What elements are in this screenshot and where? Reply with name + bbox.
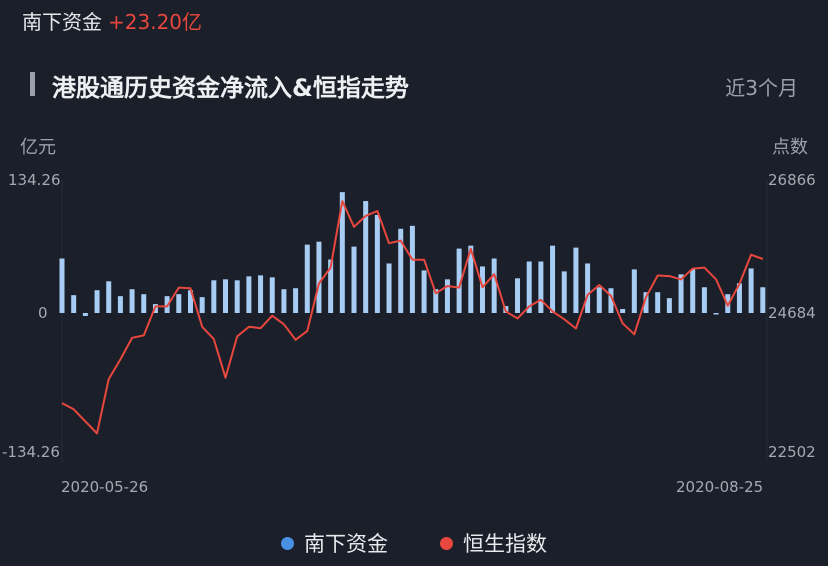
left-tick: 0 bbox=[38, 304, 48, 322]
southbound-bar bbox=[176, 294, 182, 313]
title-marker bbox=[30, 72, 35, 96]
southbound-bar bbox=[620, 309, 626, 313]
southbound-bar bbox=[631, 269, 637, 313]
southbound-bar bbox=[141, 294, 147, 313]
southbound-bar bbox=[409, 225, 415, 313]
southbound-bar bbox=[515, 278, 521, 313]
right-axis-label: 点数 bbox=[772, 137, 808, 158]
southbound-bar bbox=[281, 289, 287, 313]
southbound-bar bbox=[71, 295, 77, 313]
southbound-bar bbox=[573, 247, 579, 313]
southbound-bar bbox=[760, 287, 766, 313]
southbound-bar bbox=[339, 192, 345, 313]
range-selector[interactable]: 近3个月 bbox=[725, 76, 798, 100]
southbound-bar bbox=[199, 297, 205, 313]
legend-dot-icon bbox=[281, 536, 294, 550]
southbound-bar bbox=[82, 313, 88, 316]
southbound-bar bbox=[223, 279, 229, 313]
legend-dot-icon bbox=[440, 536, 453, 550]
southbound-bar bbox=[643, 292, 649, 313]
southbound-bar bbox=[690, 269, 696, 313]
southbound-bar bbox=[456, 248, 462, 313]
southbound-bar bbox=[491, 258, 497, 313]
southbound-bar bbox=[106, 281, 112, 313]
southbound-bar bbox=[363, 201, 369, 313]
southbound-bar bbox=[736, 283, 742, 313]
southbound-bar bbox=[386, 263, 392, 313]
x-tick-start: 2020-05-26 bbox=[61, 478, 149, 496]
southbound-summary: 南下资金 +23.20亿 bbox=[22, 6, 202, 35]
southbound-bar bbox=[117, 296, 123, 313]
southbound-bar bbox=[246, 276, 252, 313]
southbound-bar bbox=[59, 258, 65, 313]
southbound-bar bbox=[421, 270, 427, 313]
southbound-bar bbox=[258, 275, 264, 313]
southbound-bar bbox=[748, 268, 754, 313]
left-tick: 134.26 bbox=[8, 171, 61, 189]
southbound-bar bbox=[328, 259, 334, 313]
legend-item-southbound[interactable]: 南下资金 bbox=[281, 528, 388, 558]
southbound-bar bbox=[94, 290, 100, 313]
southbound-bar bbox=[398, 228, 404, 313]
southbound-bar bbox=[479, 266, 485, 313]
southbound-bar bbox=[234, 280, 240, 313]
southbound-bar bbox=[187, 290, 193, 313]
southbound-bar bbox=[304, 244, 310, 313]
southbound-bar bbox=[561, 271, 567, 313]
southbound-label: 南下资金 bbox=[22, 10, 102, 34]
legend-label: 恒生指数 bbox=[463, 532, 547, 556]
southbound-bar bbox=[678, 274, 684, 313]
legend-item-hsi[interactable]: 恒生指数 bbox=[440, 528, 547, 558]
southbound-bar bbox=[701, 287, 707, 313]
southbound-bar bbox=[269, 277, 275, 313]
chart-title: 港股通历史资金净流入&恒指走势 bbox=[52, 74, 409, 102]
southbound-bar bbox=[129, 289, 135, 313]
right-tick: 24684 bbox=[768, 304, 816, 322]
southbound-bar bbox=[666, 298, 672, 313]
southbound-bar bbox=[655, 292, 661, 313]
right-tick: 26866 bbox=[768, 171, 816, 189]
left-tick: -134.26 bbox=[2, 443, 60, 461]
southbound-bar bbox=[293, 288, 299, 313]
left-axis-label: 亿元 bbox=[20, 137, 56, 158]
hsi-line bbox=[61, 200, 764, 435]
southbound-bar bbox=[596, 287, 602, 313]
southbound-bar bbox=[433, 289, 439, 313]
legend-label: 南下资金 bbox=[304, 532, 388, 556]
southbound-bar bbox=[538, 261, 544, 313]
southbound-bar bbox=[526, 261, 532, 313]
southbound-bar bbox=[351, 246, 357, 313]
x-tick-end: 2020-08-25 bbox=[676, 478, 764, 496]
southbound-value: +23.20亿 bbox=[108, 10, 203, 34]
southbound-bar bbox=[374, 214, 380, 313]
legend: 南下资金 恒生指数 bbox=[0, 528, 828, 558]
southbound-bar bbox=[468, 245, 474, 313]
southbound-bar bbox=[550, 245, 556, 313]
southbound-bar bbox=[316, 241, 322, 313]
right-tick: 22502 bbox=[768, 443, 816, 461]
southbound-bar bbox=[608, 288, 614, 313]
southbound-bar bbox=[713, 313, 719, 315]
southbound-bar bbox=[211, 280, 217, 313]
southbound-bar bbox=[585, 263, 591, 313]
southbound-bar bbox=[444, 279, 450, 313]
